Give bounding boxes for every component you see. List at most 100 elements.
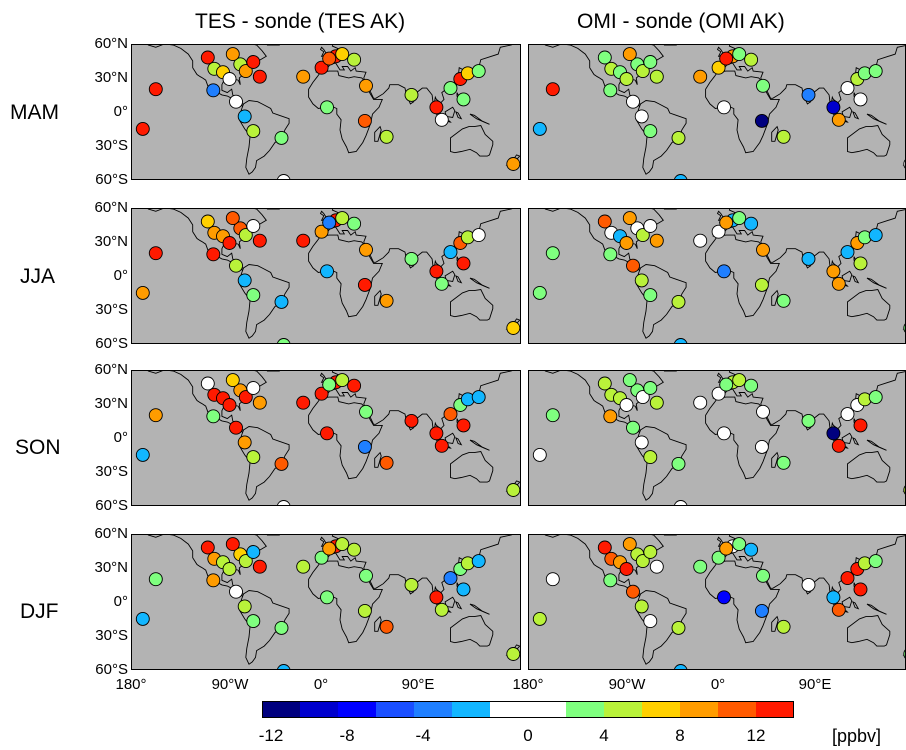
colorbar-tick-label: -8 xyxy=(339,726,355,745)
station-marker xyxy=(322,51,337,66)
station-marker xyxy=(246,450,261,465)
station-marker xyxy=(277,500,291,505)
station-marker xyxy=(545,572,560,587)
station-marker xyxy=(359,78,373,93)
station-marker xyxy=(545,246,560,261)
coastline xyxy=(866,603,887,615)
station-marker xyxy=(357,439,372,454)
station-marker xyxy=(831,276,846,291)
coastline xyxy=(771,451,779,468)
coastline xyxy=(374,289,382,306)
station-marker xyxy=(246,614,261,629)
station-marker xyxy=(200,540,215,555)
station-marker xyxy=(831,112,846,127)
lat-label: 60°N xyxy=(94,361,128,378)
station-marker xyxy=(443,81,458,96)
station-marker xyxy=(634,273,649,288)
colorbar-tick-label: 12 xyxy=(746,726,766,745)
lat-label: 60°S xyxy=(95,661,128,678)
station-marker xyxy=(831,602,846,617)
station-marker xyxy=(456,582,471,597)
station-marker xyxy=(776,619,791,634)
station-marker xyxy=(225,47,240,62)
station-marker xyxy=(840,571,855,586)
lon-label-90e-left: 90°E xyxy=(401,676,435,693)
coastline xyxy=(852,110,860,120)
station-marker xyxy=(717,264,731,279)
station-marker xyxy=(853,256,868,271)
station-marker xyxy=(359,568,373,583)
station-marker xyxy=(649,69,664,84)
station-marker xyxy=(225,373,240,388)
coastline xyxy=(315,209,513,275)
station-marker xyxy=(456,256,471,271)
station-marker xyxy=(229,584,243,599)
station-marker xyxy=(335,211,350,226)
station-marker xyxy=(335,373,350,388)
station-marker xyxy=(246,381,261,395)
station-marker xyxy=(711,386,726,401)
station-marker xyxy=(674,500,688,505)
map-panel-tes-djf xyxy=(131,534,521,670)
station-marker xyxy=(853,418,868,433)
station-marker xyxy=(296,395,311,410)
lat-label: 30°S xyxy=(95,627,128,644)
coastline xyxy=(712,371,905,437)
station-marker xyxy=(320,264,334,279)
lon-label-180-right: 180° xyxy=(512,676,544,693)
colorbar-segment xyxy=(490,701,529,718)
station-marker xyxy=(643,381,658,395)
station-marker xyxy=(671,456,686,471)
station-marker xyxy=(532,285,547,300)
station-marker xyxy=(719,377,734,392)
season-label-son: SON xyxy=(15,436,61,459)
coastline xyxy=(315,45,513,111)
coastline xyxy=(866,113,887,125)
station-marker xyxy=(597,214,612,229)
station-marker xyxy=(229,420,243,435)
station-marker xyxy=(619,398,634,412)
station-marker xyxy=(826,264,841,279)
station-marker xyxy=(274,620,289,635)
station-marker xyxy=(671,130,686,145)
station-marker xyxy=(238,390,253,405)
station-marker xyxy=(693,233,708,248)
station-marker xyxy=(379,129,394,144)
station-marker xyxy=(314,550,329,565)
lon-label-0-left: 0° xyxy=(313,676,329,693)
station-marker xyxy=(831,438,846,453)
coastline xyxy=(866,439,887,451)
coastline xyxy=(455,600,463,610)
station-marker xyxy=(903,485,905,495)
lat-label: 60°S xyxy=(95,497,128,514)
station-marker xyxy=(732,47,747,62)
colorbar-segment xyxy=(452,701,491,718)
station-marker xyxy=(626,258,640,273)
station-marker xyxy=(238,64,253,79)
station-marker xyxy=(148,408,163,423)
station-marker xyxy=(619,72,634,86)
station-marker xyxy=(200,50,215,65)
station-marker xyxy=(471,228,486,243)
lat-label: 60°S xyxy=(95,171,128,188)
station-marker xyxy=(649,395,664,410)
lat-label: 30°N xyxy=(94,233,128,250)
station-marker xyxy=(148,572,163,587)
station-marker xyxy=(868,64,883,79)
station-marker xyxy=(148,82,163,97)
station-marker xyxy=(635,64,650,79)
station-marker xyxy=(359,242,373,257)
coastline xyxy=(852,436,860,446)
coastline xyxy=(866,277,887,289)
station-marker xyxy=(754,439,769,454)
coastline xyxy=(852,600,860,610)
station-marker xyxy=(296,559,311,574)
station-marker xyxy=(826,100,841,115)
lat-label: 0° xyxy=(113,103,128,120)
station-marker xyxy=(379,455,394,470)
station-marker xyxy=(471,390,486,405)
station-marker xyxy=(626,420,640,435)
station-marker xyxy=(335,537,350,552)
station-marker xyxy=(506,321,520,335)
station-marker xyxy=(237,109,252,124)
